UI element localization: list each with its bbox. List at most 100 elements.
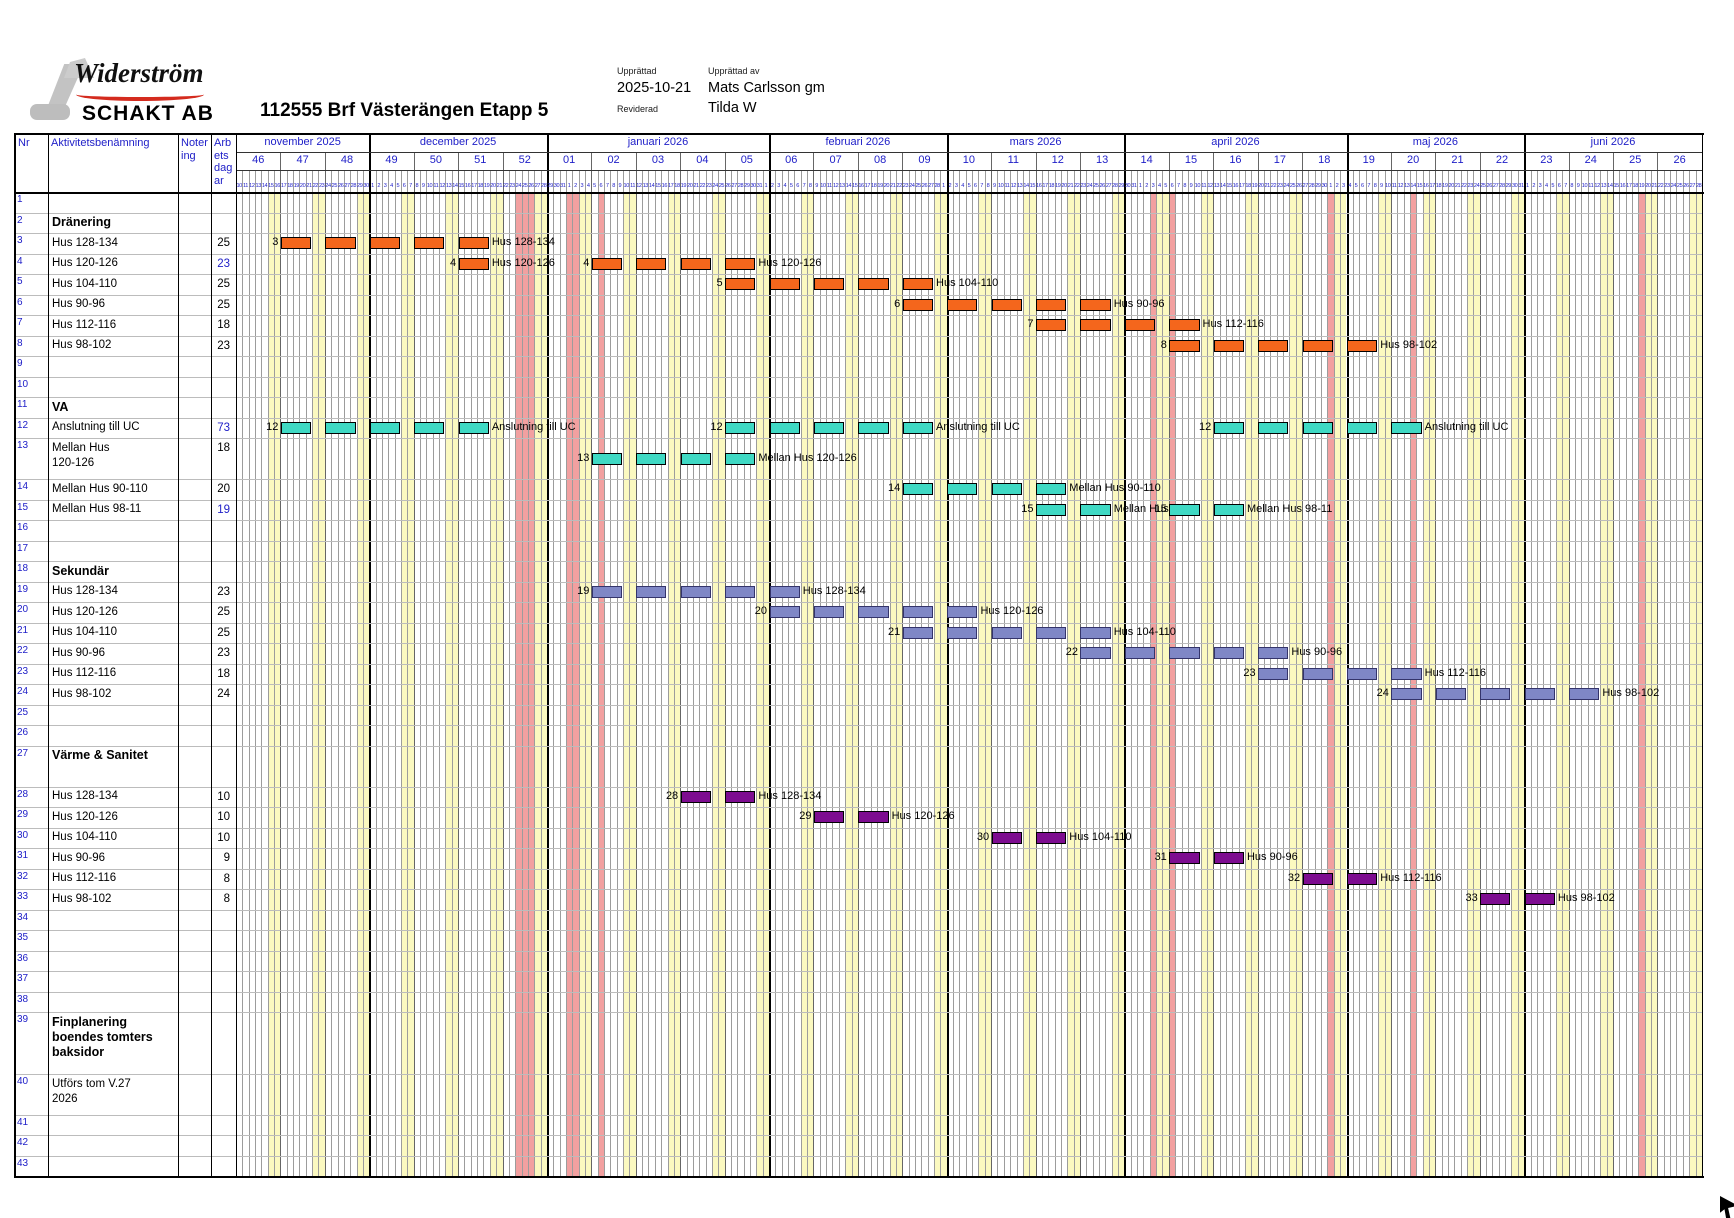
gantt-bar-segment[interactable] [369, 421, 400, 434]
row-number[interactable]: 26 [17, 727, 29, 738]
row-number[interactable]: 14 [17, 481, 29, 492]
gantt-bar-segment[interactable] [725, 452, 756, 465]
gantt-bar-segment[interactable] [280, 421, 312, 434]
gantt-bar-segment[interactable] [1569, 688, 1600, 701]
row-number[interactable]: 37 [17, 973, 29, 984]
week-number-label[interactable]: 12 [1051, 154, 1064, 166]
row-number[interactable]: 4 [17, 255, 23, 267]
week-number-label[interactable]: 49 [385, 154, 398, 166]
gantt-bar-segment[interactable] [991, 483, 1022, 496]
gantt-bar-segment[interactable] [769, 585, 800, 598]
week-number-label[interactable]: 03 [651, 154, 665, 166]
week-number-label[interactable]: 09 [918, 154, 931, 166]
week-number-label[interactable]: 50 [429, 154, 442, 166]
gantt-bar-segment[interactable] [1524, 688, 1555, 701]
gantt-bar-segment[interactable] [1347, 421, 1378, 434]
row-number[interactable]: 16 [17, 522, 29, 533]
gantt-bar-segment[interactable] [458, 237, 489, 250]
gantt-bar-segment[interactable] [680, 585, 711, 598]
gantt-bar-segment[interactable] [902, 421, 934, 434]
gantt-bar-segment[interactable] [591, 585, 623, 598]
gantt-bar-segment[interactable] [1213, 421, 1244, 434]
row-number[interactable]: 22 [17, 645, 29, 656]
week-number-label[interactable]: 05 [740, 154, 753, 166]
gantt-bar-segment[interactable] [991, 626, 1022, 639]
row-number[interactable]: 9 [17, 358, 23, 369]
row-number[interactable]: 32 [17, 870, 29, 882]
row-number[interactable]: 11 [17, 399, 28, 410]
row-number[interactable]: 21 [17, 624, 29, 636]
gantt-bar-segment[interactable] [1169, 503, 1200, 516]
gantt-bar-segment[interactable] [1258, 421, 1289, 434]
row-number[interactable]: 39 [17, 1014, 29, 1025]
gantt-bar-segment[interactable] [1391, 421, 1422, 434]
row-number[interactable]: 6 [17, 296, 23, 308]
row-number[interactable]: 42 [17, 1137, 29, 1148]
week-number-label[interactable]: 16 [1229, 154, 1242, 166]
week-number-label[interactable]: 08 [873, 154, 887, 166]
gantt-bar-segment[interactable] [414, 237, 445, 250]
row-number[interactable]: 28 [17, 788, 29, 800]
row-number[interactable]: 3 [17, 235, 23, 246]
row-number[interactable]: 5 [17, 276, 23, 287]
gantt-bar-segment[interactable] [1213, 339, 1244, 352]
gantt-bar-segment[interactable] [725, 421, 756, 434]
gantt-bar-segment[interactable] [1213, 647, 1244, 660]
gantt-bar-segment[interactable] [591, 452, 623, 465]
gantt-bar-segment[interactable] [1302, 872, 1333, 885]
gantt-bar-segment[interactable] [1213, 503, 1244, 516]
gantt-bar-segment[interactable] [1169, 647, 1200, 660]
gantt-bar-segment[interactable] [813, 606, 845, 619]
row-number[interactable]: 38 [17, 993, 29, 1005]
row-number[interactable]: 17 [17, 542, 29, 554]
gantt-bar-segment[interactable] [725, 257, 756, 270]
gantt-bar-segment[interactable] [458, 257, 489, 270]
week-number-label[interactable]: 47 [296, 154, 309, 166]
row-number[interactable]: 35 [17, 932, 29, 943]
gantt-bar-segment[interactable] [1080, 503, 1111, 516]
week-number-label[interactable]: 02 [607, 154, 620, 166]
gantt-bar-segment[interactable] [769, 421, 800, 434]
row-number[interactable]: 23 [17, 665, 29, 677]
gantt-bar-segment[interactable] [1258, 647, 1289, 660]
week-number-label[interactable]: 51 [474, 154, 487, 166]
gantt-bar-segment[interactable] [947, 626, 978, 639]
gantt-bar-segment[interactable] [1480, 893, 1511, 906]
row-number[interactable]: 13 [17, 440, 29, 451]
week-number-label[interactable]: 10 [962, 154, 976, 166]
week-number-label[interactable]: 26 [1673, 154, 1686, 166]
week-number-label[interactable]: 18 [1318, 154, 1331, 166]
gantt-bar-segment[interactable] [902, 298, 934, 311]
week-number-label[interactable]: 15 [1184, 154, 1198, 166]
week-number-label[interactable]: 04 [696, 154, 709, 166]
gantt-bar-segment[interactable] [680, 257, 711, 270]
row-number[interactable]: 18 [17, 563, 29, 574]
week-number-label[interactable]: 06 [785, 154, 798, 166]
gantt-bar-segment[interactable] [813, 421, 845, 434]
week-number-label[interactable]: 17 [1273, 154, 1286, 166]
row-number[interactable]: 31 [17, 850, 29, 861]
gantt-bar-segment[interactable] [369, 237, 400, 250]
gantt-bar-segment[interactable] [1080, 298, 1111, 311]
week-number-label[interactable]: 23 [1540, 154, 1553, 166]
gantt-bar-segment[interactable] [1124, 319, 1156, 332]
week-number-label[interactable]: 11 [1007, 154, 1020, 166]
gantt-bar-segment[interactable] [458, 421, 489, 434]
gantt-bar-segment[interactable] [1391, 667, 1422, 680]
gantt-bar-segment[interactable] [1435, 688, 1467, 701]
gantt-bar-segment[interactable] [1524, 893, 1555, 906]
gantt-bar-segment[interactable] [1347, 339, 1378, 352]
gantt-bar-segment[interactable] [858, 421, 889, 434]
gantt-bar-segment[interactable] [1036, 319, 1067, 332]
row-number[interactable]: 8 [17, 337, 23, 349]
gantt-bar-segment[interactable] [1080, 647, 1111, 660]
row-number[interactable]: 29 [17, 809, 29, 820]
row-number[interactable]: 43 [17, 1157, 29, 1169]
gantt-bar-segment[interactable] [858, 278, 889, 291]
week-number-label[interactable]: 24 [1584, 154, 1597, 166]
row-number[interactable]: 10 [17, 378, 29, 390]
gantt-bar-segment[interactable] [769, 278, 800, 291]
gantt-bar-segment[interactable] [1080, 319, 1111, 332]
row-number[interactable]: 7 [17, 317, 23, 328]
gantt-bar-segment[interactable] [947, 298, 978, 311]
